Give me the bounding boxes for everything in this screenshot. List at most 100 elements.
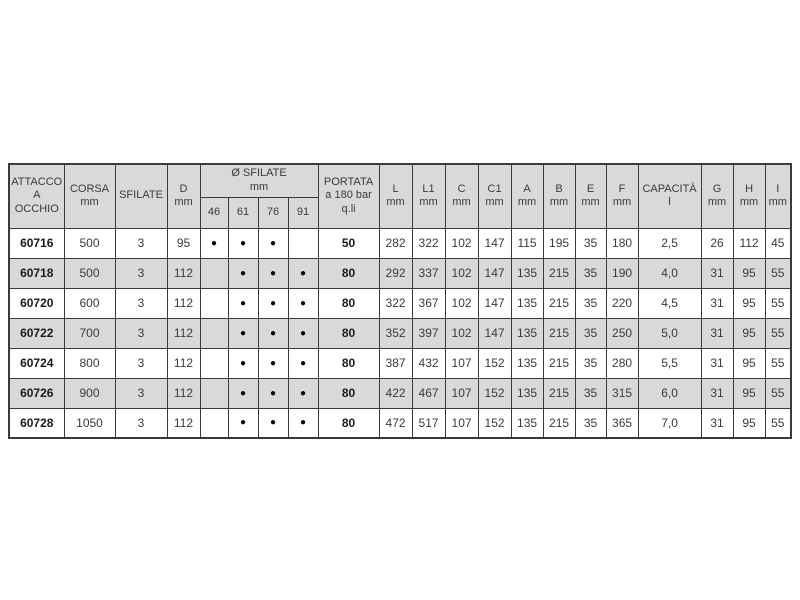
col-header-attacco-occhio: ATTACCO A OCCHIO	[8, 163, 65, 229]
dot-indicator: ●	[257, 347, 289, 379]
cell-c1: 152	[477, 377, 512, 409]
cell-i: 55	[764, 347, 792, 379]
cell-a: 135	[510, 317, 544, 349]
cell-i: 55	[764, 287, 792, 319]
cell-l: 292	[378, 257, 413, 289]
cell-corsa: 900	[63, 377, 116, 409]
empty-dot-cell	[287, 227, 319, 259]
cell-c1: 152	[477, 347, 512, 379]
cell-portata: 80	[317, 317, 380, 349]
cell-c: 107	[444, 377, 479, 409]
spec-table-container: ATTACCO A OCCHIO CORSA mm SFILATE D mm Ø…	[8, 163, 793, 439]
col-subheader-sfilate-61: 61	[227, 196, 259, 229]
dot-indicator: ●	[287, 287, 319, 319]
empty-dot-cell	[199, 317, 229, 349]
cell-b: 215	[542, 317, 576, 349]
cell-b: 215	[542, 377, 576, 409]
col-header-group-diametro-sfilate: Ø SFILATE mm	[199, 163, 319, 198]
cell-c1: 147	[477, 287, 512, 319]
cell-l: 282	[378, 227, 413, 259]
cell-sfilate: 3	[114, 347, 168, 379]
cell-d: 112	[166, 287, 201, 319]
col-header-a: A mm	[510, 163, 544, 229]
cell-sfilate: 3	[114, 407, 168, 439]
col-header-i: I mm	[764, 163, 792, 229]
col-header-l1: L1 mm	[411, 163, 446, 229]
cell-l1: 467	[411, 377, 446, 409]
col-header-sfilate: SFILATE	[114, 163, 168, 229]
cell-code: 60718	[8, 257, 65, 289]
cell-l1: 322	[411, 227, 446, 259]
cell-code: 60726	[8, 377, 65, 409]
cell-portata: 80	[317, 257, 380, 289]
dot-indicator: ●	[227, 227, 259, 259]
cell-l1: 337	[411, 257, 446, 289]
cell-e: 35	[574, 347, 607, 379]
col-header-h: H mm	[732, 163, 766, 229]
col-subheader-sfilate-91: 91	[287, 196, 319, 229]
cell-capacita: 2,5	[637, 227, 702, 259]
cell-g: 31	[700, 287, 734, 319]
dot-indicator: ●	[287, 317, 319, 349]
dot-indicator: ●	[287, 407, 319, 439]
cell-code: 60720	[8, 287, 65, 319]
cell-h: 95	[732, 287, 766, 319]
cell-portata: 80	[317, 347, 380, 379]
cell-h: 112	[732, 227, 766, 259]
dot-indicator: ●	[257, 377, 289, 409]
cell-f: 190	[605, 257, 639, 289]
dot-indicator: ●	[287, 347, 319, 379]
dot-indicator: ●	[257, 317, 289, 349]
cell-capacita: 5,5	[637, 347, 702, 379]
dot-indicator: ●	[227, 257, 259, 289]
table-row: 60726 900 3 112 ● ● ● 80 422 467 107 152 135 215 35 315…	[8, 377, 792, 409]
spec-table: ATTACCO A OCCHIO CORSA mm SFILATE D mm Ø…	[8, 163, 793, 439]
cell-a: 135	[510, 257, 544, 289]
cell-i: 55	[764, 317, 792, 349]
cell-g: 31	[700, 257, 734, 289]
dot-indicator: ●	[257, 287, 289, 319]
cell-sfilate: 3	[114, 287, 168, 319]
cell-code: 60722	[8, 317, 65, 349]
table-row: 60724 800 3 112 ● ● ● 80 387 432 107 152 135 215 35 280…	[8, 347, 792, 379]
cell-c: 102	[444, 257, 479, 289]
col-header-e: E mm	[574, 163, 607, 229]
dot-indicator: ●	[227, 377, 259, 409]
col-header-f: F mm	[605, 163, 639, 229]
cell-corsa: 600	[63, 287, 116, 319]
cell-corsa: 1050	[63, 407, 116, 439]
cell-i: 55	[764, 407, 792, 439]
dot-indicator: ●	[199, 227, 229, 259]
cell-i: 45	[764, 227, 792, 259]
cell-capacita: 5,0	[637, 317, 702, 349]
col-header-c: C mm	[444, 163, 479, 229]
table-row: 60718 500 3 112 ● ● ● 80 292 337 102 147 135 215 35 190…	[8, 257, 792, 289]
cell-corsa: 800	[63, 347, 116, 379]
table-row: 60716 500 3 95 ● ● ● 50 282 322 102 147 115 195 35 180 2…	[8, 227, 792, 259]
table-row: 60720 600 3 112 ● ● ● 80 322 367 102 147 135 215 35 220…	[8, 287, 792, 319]
cell-c: 102	[444, 287, 479, 319]
cell-b: 215	[542, 257, 576, 289]
cell-l: 322	[378, 287, 413, 319]
cell-portata: 80	[317, 287, 380, 319]
dot-indicator: ●	[257, 257, 289, 289]
cell-a: 135	[510, 407, 544, 439]
cell-l1: 367	[411, 287, 446, 319]
cell-c: 102	[444, 317, 479, 349]
cell-portata: 80	[317, 407, 380, 439]
cell-h: 95	[732, 377, 766, 409]
cell-f: 280	[605, 347, 639, 379]
cell-d: 112	[166, 407, 201, 439]
cell-b: 195	[542, 227, 576, 259]
empty-dot-cell	[199, 257, 229, 289]
cell-e: 35	[574, 377, 607, 409]
cell-sfilate: 3	[114, 317, 168, 349]
cell-l: 472	[378, 407, 413, 439]
cell-f: 250	[605, 317, 639, 349]
col-header-portata: PORTATA a 180 bar q.li	[317, 163, 380, 229]
cell-l1: 397	[411, 317, 446, 349]
cell-sfilate: 3	[114, 257, 168, 289]
dot-indicator: ●	[257, 407, 289, 439]
cell-portata: 80	[317, 377, 380, 409]
cell-h: 95	[732, 347, 766, 379]
